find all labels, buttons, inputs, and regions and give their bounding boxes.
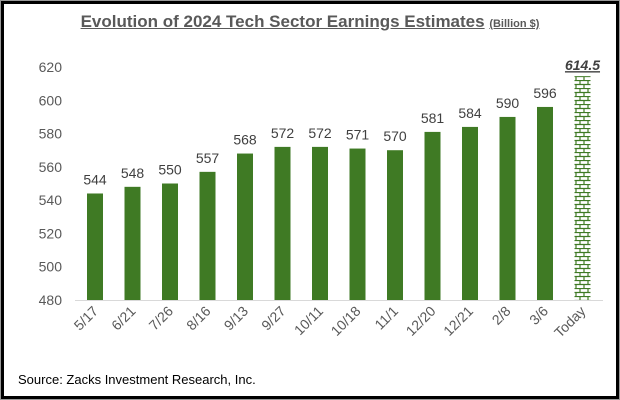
x-tick-label: 9/13: [221, 303, 252, 334]
data-label: 590: [496, 95, 520, 111]
x-tick-label: 12/21: [440, 303, 476, 339]
x-tick-label: 2/8: [489, 303, 514, 328]
data-label: 572: [308, 125, 332, 141]
data-label: 581: [421, 110, 445, 126]
y-tick-label: 500: [39, 259, 63, 275]
data-label: 571: [346, 127, 370, 143]
data-label-today: 614.5: [565, 57, 600, 73]
bar: [87, 193, 103, 300]
bar: [199, 171, 216, 300]
x-tick-label: 5/17: [71, 303, 102, 334]
chart-title: Evolution of 2024 Tech Sector Earnings E…: [0, 12, 620, 32]
bar: [387, 150, 403, 300]
bar: [349, 148, 366, 300]
x-tick-label: 9/27: [258, 303, 289, 334]
x-tick-label: 6/21: [108, 303, 139, 334]
x-tick-label: Today: [551, 303, 589, 341]
bar: [462, 126, 478, 301]
data-label: 550: [158, 162, 182, 178]
x-tick-label: 8/16: [183, 303, 214, 334]
x-tick-label: 12/20: [403, 303, 439, 339]
chart-title-unit: (Billion $): [489, 18, 540, 30]
y-tick-label: 620: [39, 59, 63, 75]
bar: [424, 131, 441, 300]
bar: [237, 153, 253, 300]
bar: [499, 116, 516, 300]
data-label: 570: [383, 128, 407, 144]
data-label: 584: [458, 105, 482, 121]
bar: [312, 146, 328, 300]
data-label: 572: [271, 125, 295, 141]
y-tick-label: 560: [39, 159, 63, 175]
y-tick-label: 520: [39, 225, 63, 241]
x-tick-label: 10/18: [328, 303, 364, 339]
source-note: Source: Zacks Investment Research, Inc.: [18, 372, 256, 387]
y-tick-label: 580: [39, 126, 63, 142]
data-label: 557: [196, 150, 220, 166]
bar: [274, 146, 291, 300]
data-label: 544: [83, 171, 107, 187]
y-tick-label: 540: [39, 192, 63, 208]
bar: [162, 183, 178, 300]
x-tick-label: 7/26: [146, 303, 177, 334]
x-tick-label: 10/11: [291, 303, 327, 339]
bar: [537, 106, 553, 300]
x-tick-label: 3/6: [526, 303, 551, 328]
data-label: 548: [121, 165, 145, 181]
data-label: 568: [233, 132, 257, 148]
y-tick-label: 600: [39, 92, 63, 108]
bar: [124, 186, 141, 300]
data-label: 596: [533, 85, 557, 101]
bar-today: [574, 76, 591, 301]
chart-title-main: Evolution of 2024 Tech Sector Earnings E…: [80, 12, 485, 31]
x-tick-label: 11/1: [371, 303, 401, 333]
y-tick-label: 480: [39, 292, 63, 308]
